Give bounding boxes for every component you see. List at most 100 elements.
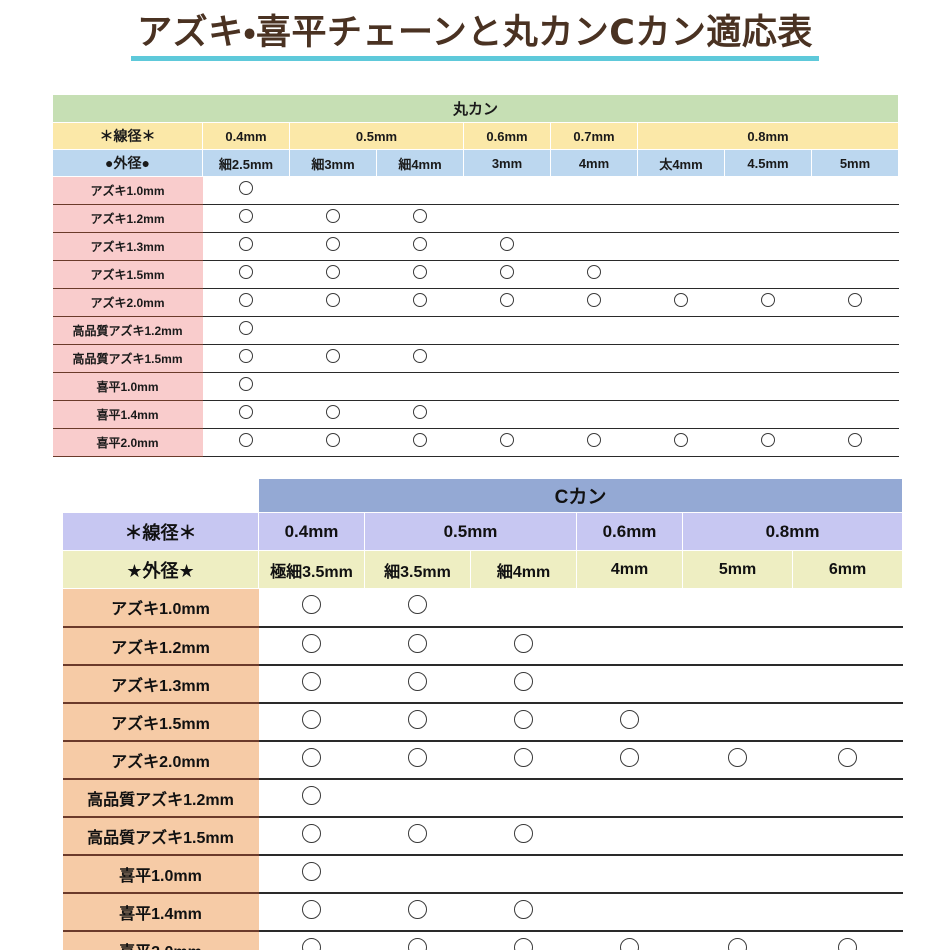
marukan-thead: 丸カン ＊線径＊ 0.4mm 0.5mm 0.6mm 0.7mm 0.8mm ●… xyxy=(51,94,900,177)
ckan-cell-r3-c3 xyxy=(576,701,683,742)
ckan-cell-r9-c0 xyxy=(258,929,365,950)
ckan-col-1: 細3.5mm xyxy=(364,550,471,589)
ckan-cell-r1-c5 xyxy=(792,625,903,666)
marukan-row-label: アズキ1.2mm xyxy=(52,204,203,233)
marukan-row-label: アズキ2.0mm xyxy=(52,288,203,317)
compatible-circle-icon xyxy=(408,709,427,729)
compatible-circle-icon xyxy=(326,349,340,363)
ckan-thead: Cカン ＊線径＊ 0.4mm 0.5mm 0.6mm 0.8mm ★外径★ 極細… xyxy=(62,478,904,589)
ckan-cell-r7-c1 xyxy=(364,853,471,894)
ckan-table-container: Cカン ＊線径＊ 0.4mm 0.5mm 0.6mm 0.8mm ★外径★ 極細… xyxy=(62,478,904,950)
marukan-col-6: 4.5mm xyxy=(724,149,812,177)
compatible-circle-icon xyxy=(326,265,340,279)
compatible-circle-icon xyxy=(674,293,688,307)
compatible-circle-icon xyxy=(239,209,253,223)
ckan-cell-r2-c5 xyxy=(792,663,903,704)
marukan-table-row: 喜平1.4mm xyxy=(52,400,899,429)
ckan-cell-r7-c2 xyxy=(470,853,577,894)
compatible-circle-icon xyxy=(239,433,253,447)
marukan-cell-r1-c3 xyxy=(463,204,551,233)
ckan-cell-r3-c4 xyxy=(682,701,793,742)
marukan-cell-r6-c6 xyxy=(724,344,812,373)
ckan-row-label: アズキ1.2mm xyxy=(62,625,259,666)
marukan-cell-r7-c4 xyxy=(550,372,638,401)
compatible-circle-icon xyxy=(514,899,533,919)
ckan-cell-r6-c5 xyxy=(792,815,903,856)
marukan-cell-r8-c0 xyxy=(202,400,290,429)
ckan-col-0: 極細3.5mm xyxy=(258,550,365,589)
compatible-circle-icon xyxy=(587,433,601,447)
ckan-cell-r2-c0 xyxy=(258,663,365,704)
compatible-circle-icon xyxy=(620,709,639,729)
ckan-cell-r9-c5 xyxy=(792,929,903,950)
ckan-cell-r7-c3 xyxy=(576,853,683,894)
compatible-circle-icon xyxy=(413,209,427,223)
ckan-cell-r6-c4 xyxy=(682,815,793,856)
ckan-row-label: アズキ1.5mm xyxy=(62,701,259,742)
compatible-circle-icon xyxy=(620,937,639,950)
ckan-row-label: 高品質アズキ1.5mm xyxy=(62,815,259,856)
marukan-cell-r3-c2 xyxy=(376,260,464,289)
compatible-circle-icon xyxy=(239,321,253,335)
ckan-cell-r8-c1 xyxy=(364,891,471,932)
marukan-cell-r3-c7 xyxy=(811,260,899,289)
marukan-cell-r2-c2 xyxy=(376,232,464,261)
marukan-cell-r6-c3 xyxy=(463,344,551,373)
compatible-circle-icon xyxy=(239,349,253,363)
marukan-cell-r3-c5 xyxy=(637,260,725,289)
compatible-circle-icon xyxy=(514,937,533,950)
marukan-gauge-1: 0.5mm xyxy=(289,122,464,150)
marukan-cell-r0-c3 xyxy=(463,176,551,205)
marukan-cell-r5-c0 xyxy=(202,316,290,345)
compatible-circle-icon xyxy=(408,671,427,691)
compatible-circle-icon xyxy=(514,823,533,843)
marukan-cell-r1-c1 xyxy=(289,204,377,233)
marukan-table-row: アズキ1.0mm xyxy=(52,176,899,205)
marukan-cell-r0-c7 xyxy=(811,176,899,205)
marukan-table-row: アズキ1.3mm xyxy=(52,232,899,261)
marukan-row-label: 喜平1.0mm xyxy=(52,372,203,401)
marukan-row-label: アズキ1.5mm xyxy=(52,260,203,289)
marukan-cell-r6-c2 xyxy=(376,344,464,373)
ckan-cell-r8-c0 xyxy=(258,891,365,932)
ckan-cell-r5-c4 xyxy=(682,777,793,818)
ckan-cell-r4-c3 xyxy=(576,739,683,780)
marukan-cell-r0-c2 xyxy=(376,176,464,205)
compatible-circle-icon xyxy=(620,747,639,767)
marukan-gauge-row: ＊線径＊ 0.4mm 0.5mm 0.6mm 0.7mm 0.8mm xyxy=(52,122,900,150)
ckan-cell-r4-c1 xyxy=(364,739,471,780)
compatible-circle-icon xyxy=(239,265,253,279)
ckan-cell-r0-c3 xyxy=(576,588,683,628)
ckan-cell-r0-c0 xyxy=(258,588,365,628)
compatible-circle-icon xyxy=(500,237,514,251)
marukan-cell-r8-c4 xyxy=(550,400,638,429)
marukan-cell-r3-c3 xyxy=(463,260,551,289)
compatible-circle-icon xyxy=(413,433,427,447)
ckan-cell-r0-c1 xyxy=(364,588,471,628)
marukan-cell-r8-c7 xyxy=(811,400,899,429)
marukan-cell-r4-c6 xyxy=(724,288,812,317)
ckan-gauge-2: 0.6mm xyxy=(576,512,683,551)
ckan-table-row: アズキ1.2mm xyxy=(62,625,903,666)
marukan-cell-r4-c0 xyxy=(202,288,290,317)
marukan-table-row: アズキ1.2mm xyxy=(52,204,899,233)
compatible-circle-icon xyxy=(302,671,321,691)
compatible-circle-icon xyxy=(302,823,321,843)
marukan-col-1: 細3mm xyxy=(289,149,377,177)
compatible-circle-icon xyxy=(326,433,340,447)
ckan-cell-r5-c0 xyxy=(258,777,365,818)
marukan-cell-r4-c4 xyxy=(550,288,638,317)
ckan-cell-r8-c5 xyxy=(792,891,903,932)
ckan-cell-r5-c3 xyxy=(576,777,683,818)
compatible-circle-icon xyxy=(326,237,340,251)
compatible-circle-icon xyxy=(302,937,321,950)
marukan-band-title: 丸カン xyxy=(51,94,900,123)
ckan-cell-r4-c4 xyxy=(682,739,793,780)
compatible-circle-icon xyxy=(413,349,427,363)
ckan-cell-r6-c2 xyxy=(470,815,577,856)
ckan-row-label: アズキ1.0mm xyxy=(62,588,259,628)
marukan-cell-r2-c5 xyxy=(637,232,725,261)
compatible-circle-icon xyxy=(838,937,858,950)
compatible-circle-icon xyxy=(761,433,775,447)
marukan-row-label: アズキ1.3mm xyxy=(52,232,203,261)
